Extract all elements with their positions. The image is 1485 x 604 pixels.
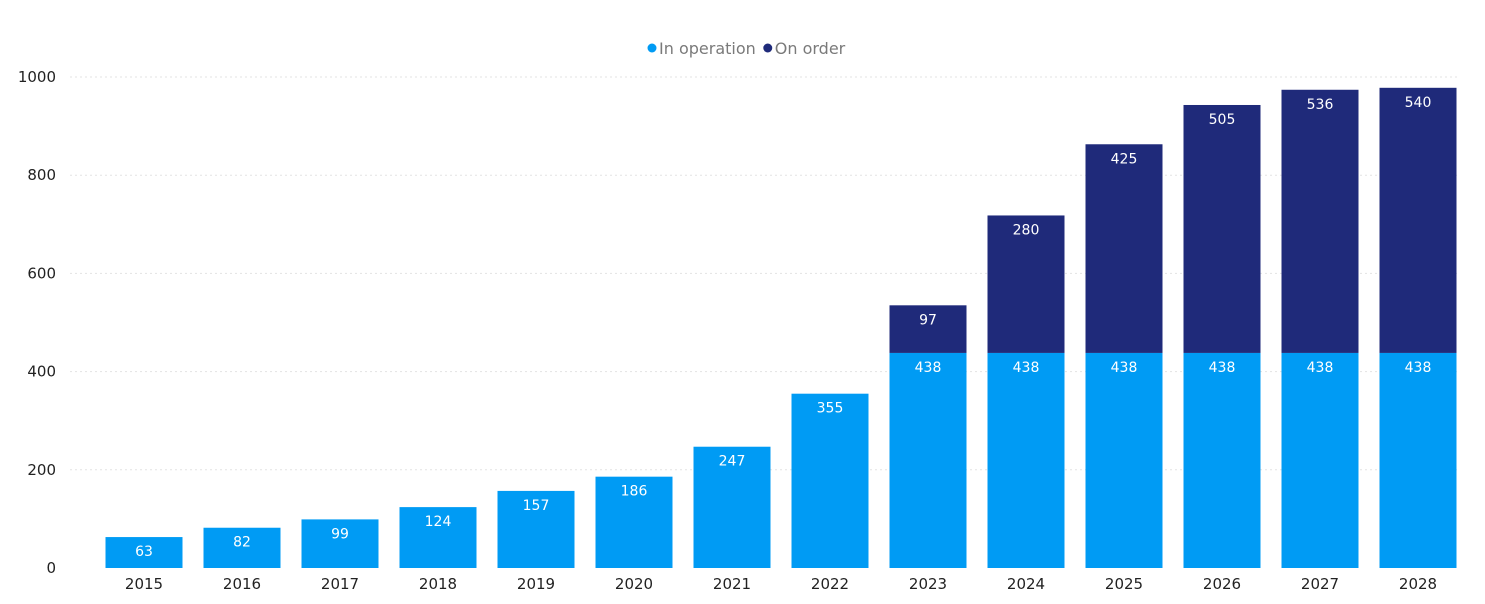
data-label: 425 (1111, 151, 1138, 167)
data-label: 247 (719, 454, 746, 470)
bar-in-operation[interactable] (1183, 352, 1261, 568)
x-tick-label: 2027 (1301, 575, 1339, 593)
bar-on-order[interactable] (1281, 89, 1359, 353)
data-label: 438 (1307, 360, 1334, 376)
x-tick-label: 2021 (713, 575, 751, 593)
x-tick-label: 2020 (615, 575, 653, 593)
bar-in-operation[interactable] (1085, 352, 1163, 568)
bar-in-operation[interactable] (1281, 352, 1359, 568)
x-tick-label: 2019 (517, 575, 555, 593)
bar-on-order[interactable] (1183, 104, 1261, 353)
x-tick-label: 2015 (125, 575, 163, 593)
bar-in-operation[interactable] (889, 352, 967, 568)
data-label: 438 (1013, 360, 1040, 376)
bar-in-operation[interactable] (987, 352, 1065, 568)
data-label: 505 (1209, 112, 1236, 128)
data-label: 438 (1405, 360, 1432, 376)
data-labels: 63 82 99 124 157 186 247 355 438 97 438 280 438 425 43… (135, 95, 1431, 560)
bar-on-order[interactable] (987, 215, 1065, 353)
data-label: 438 (915, 360, 942, 376)
x-tick-label: 2016 (223, 575, 261, 593)
x-tick-label: 2018 (419, 575, 457, 593)
data-label: 438 (1209, 360, 1236, 376)
bar-on-order[interactable] (1379, 87, 1457, 353)
bar-in-operation[interactable] (791, 393, 869, 568)
x-tick-label: 2024 (1007, 575, 1045, 593)
data-label: 63 (135, 544, 153, 560)
data-label: 355 (817, 401, 844, 417)
x-tick-label: 2017 (321, 575, 359, 593)
y-axis-ticks: 0 200 400 600 800 1000 (18, 68, 56, 577)
legend[interactable]: In operation On order (647, 39, 846, 58)
legend-label[interactable]: In operation (659, 39, 756, 58)
data-label: 536 (1307, 97, 1334, 113)
x-tick-label: 2028 (1399, 575, 1437, 593)
y-tick-label: 200 (27, 461, 56, 479)
legend-marker (763, 43, 773, 53)
x-axis-ticks: 2015 2016 2017 2018 2019 2020 2021 2022 2023 2024… (125, 575, 1437, 593)
bar-in-operation[interactable] (693, 446, 771, 568)
bar-in-operation[interactable] (203, 527, 281, 568)
x-tick-label: 2025 (1105, 575, 1143, 593)
data-label: 99 (331, 526, 349, 542)
legend-marker (647, 43, 657, 53)
x-tick-label: 2022 (811, 575, 849, 593)
y-tick-label: 400 (27, 363, 56, 381)
bar-on-order[interactable] (889, 305, 967, 353)
x-tick-label: 2026 (1203, 575, 1241, 593)
data-label: 82 (233, 535, 251, 551)
bar-on-order[interactable] (1085, 144, 1163, 353)
y-tick-label: 600 (27, 264, 56, 282)
data-label: 157 (523, 498, 550, 514)
data-label: 438 (1111, 360, 1138, 376)
data-label: 186 (621, 484, 648, 500)
data-label: 280 (1013, 222, 1040, 238)
y-tick-label: 1000 (18, 68, 56, 86)
data-label: 540 (1405, 95, 1432, 111)
bar-in-operation[interactable] (497, 490, 575, 568)
bar-in-operation[interactable] (399, 507, 477, 568)
data-label: 97 (919, 312, 937, 328)
y-tick-label: 800 (27, 166, 56, 184)
bar-in-operation[interactable] (301, 519, 379, 568)
bars (105, 87, 1457, 568)
y-tick-label: 0 (46, 559, 56, 577)
x-tick-label: 2023 (909, 575, 947, 593)
bar-in-operation[interactable] (595, 476, 673, 568)
legend-label[interactable]: On order (775, 39, 846, 58)
data-label: 124 (425, 514, 452, 530)
bar-in-operation[interactable] (105, 537, 183, 568)
bar-in-operation[interactable] (1379, 352, 1457, 568)
